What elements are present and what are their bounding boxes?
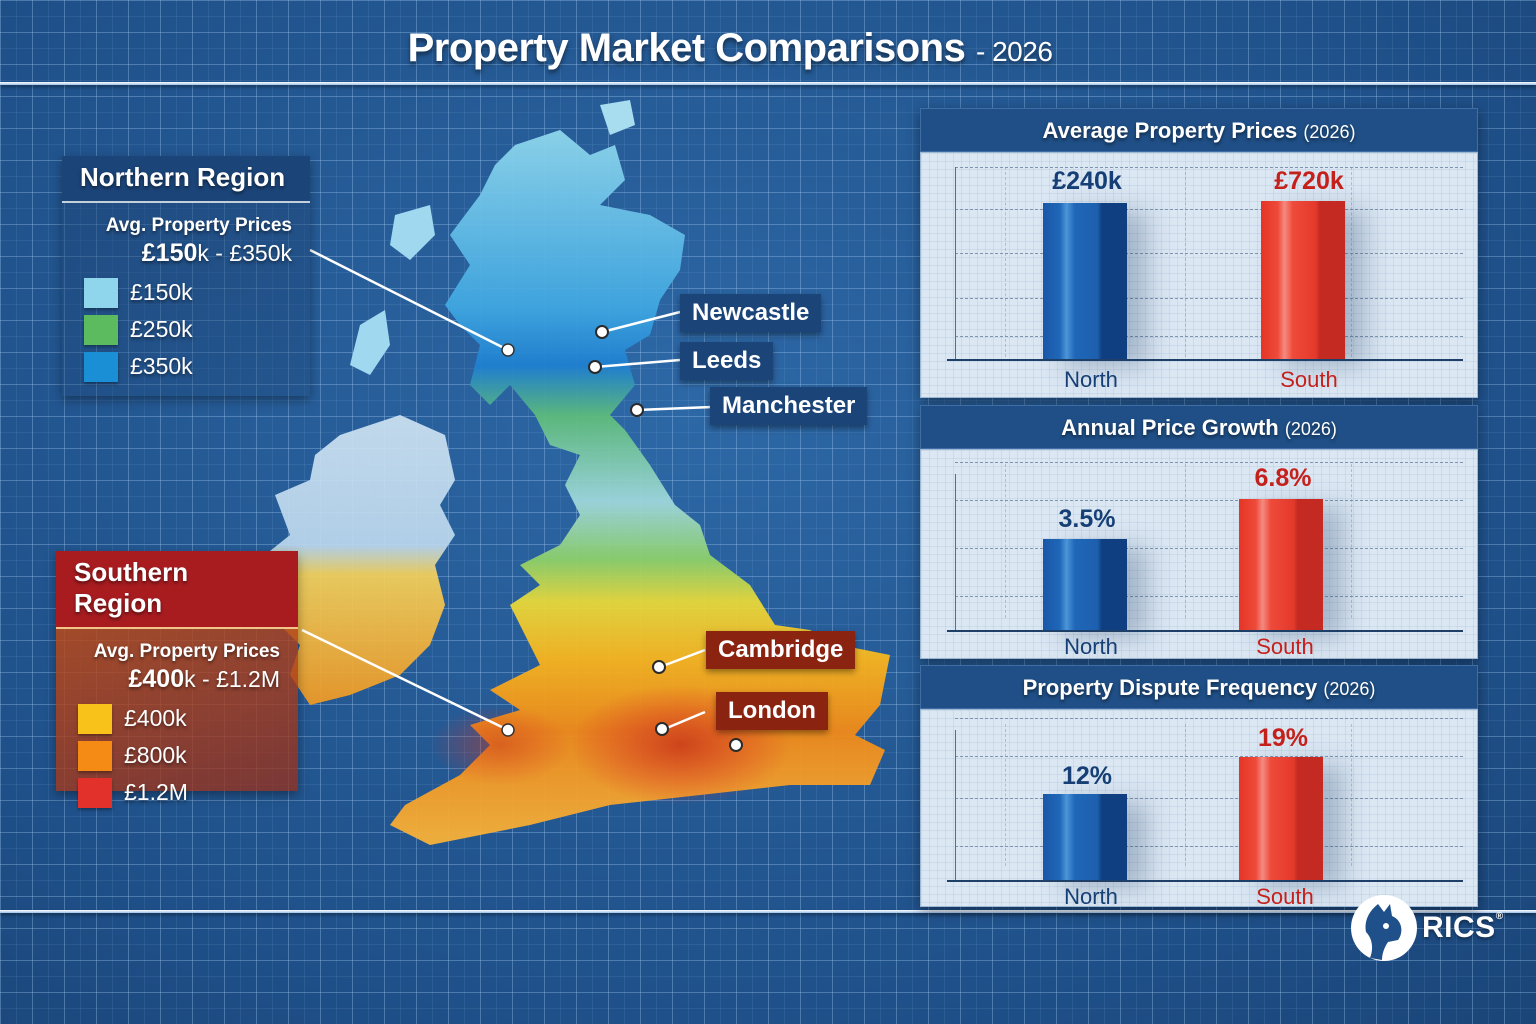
swatch-red <box>78 777 112 808</box>
bar-north[interactable] <box>1043 203 1127 359</box>
legend-item: £400k <box>56 700 298 737</box>
bar-south[interactable] <box>1239 499 1323 630</box>
bar-north[interactable] <box>1043 794 1127 880</box>
ireland-shape <box>265 415 455 705</box>
swatch-yellow <box>78 703 112 734</box>
bar-south[interactable] <box>1239 757 1323 880</box>
legend-subtitle: Avg. Property Prices <box>105 215 292 236</box>
city-marker-london[interactable] <box>655 722 669 736</box>
city-label-london: London <box>716 692 828 730</box>
city-marker-extra[interactable] <box>729 738 743 752</box>
value-label-south: £720k <box>1274 167 1344 195</box>
legend-range: £400k - £1.2M <box>128 665 281 693</box>
legend-item: £150k <box>62 274 310 311</box>
chart-average-prices: Average Property Prices (2026) £240k £72… <box>920 108 1478 398</box>
top-divider <box>0 82 1536 85</box>
northern-region-legend: Northern Region Avg. Property Prices £15… <box>62 156 310 396</box>
rics-logo: RICS® <box>1348 892 1504 964</box>
city-label-leeds: Leeds <box>680 342 774 380</box>
category-south: South <box>1256 884 1314 909</box>
category-north: North <box>1064 367 1118 392</box>
category-north: North <box>1064 884 1118 909</box>
bottom-divider <box>0 910 1536 913</box>
city-label-cambridge: Cambridge <box>706 631 856 669</box>
swatch-orange <box>78 740 112 771</box>
city-marker-manchester[interactable] <box>630 403 644 417</box>
legend-item: £350k <box>62 348 310 385</box>
uk-price-map <box>265 100 890 845</box>
city-marker-leeds[interactable] <box>588 360 602 374</box>
title-main: Property Market Comparisons <box>407 26 966 70</box>
value-label-south: 19% <box>1257 724 1309 752</box>
page-title: Property Market Comparisons - 2026 <box>0 26 1460 71</box>
value-label-north: 3.5% <box>1058 505 1116 533</box>
city-label-newcastle: Newcastle <box>680 294 822 332</box>
chart-annual-growth: Annual Price Growth (2026) 3.5% 6.8% Nor… <box>920 405 1478 659</box>
legend-range: £150k - £350k <box>141 239 292 267</box>
chart-title: Annual Price Growth (2026) <box>920 405 1478 449</box>
title-year: - 2026 <box>976 36 1053 67</box>
chart-title: Average Property Prices (2026) <box>920 108 1478 152</box>
bar-north[interactable] <box>1043 539 1127 630</box>
southern-region-legend: Southern Region Avg. Property Prices £40… <box>56 551 298 808</box>
category-south: South <box>1280 367 1338 392</box>
category-north: North <box>1064 634 1118 659</box>
category-south: South <box>1256 634 1314 659</box>
rics-lion-icon <box>1351 895 1417 961</box>
city-marker-cambridge[interactable] <box>652 660 666 674</box>
value-label-north: 12% <box>1061 762 1113 790</box>
legend-title: Northern Region <box>62 156 310 203</box>
legend-item: £800k <box>56 737 298 774</box>
legend-item: £250k <box>62 311 310 348</box>
logo-text: RICS® <box>1422 911 1504 944</box>
legend-title: Southern Region <box>56 551 298 629</box>
swatch-blue <box>84 351 118 382</box>
city-label-manchester: Manchester <box>710 387 868 425</box>
legend-subtitle: Avg. Property Prices <box>93 641 280 662</box>
bar-south[interactable] <box>1261 201 1345 359</box>
value-label-north: £240k <box>1052 167 1122 195</box>
swatch-green <box>84 314 118 345</box>
legend-item: £1.2M <box>56 774 298 811</box>
city-marker-newcastle[interactable] <box>595 325 609 339</box>
value-label-south: 6.8% <box>1254 464 1312 492</box>
chart-title: Property Dispute Frequency (2026) <box>920 665 1478 709</box>
chart-dispute-frequency: Property Dispute Frequency (2026) 12% 19… <box>920 665 1478 909</box>
swatch-light-blue <box>84 277 118 308</box>
